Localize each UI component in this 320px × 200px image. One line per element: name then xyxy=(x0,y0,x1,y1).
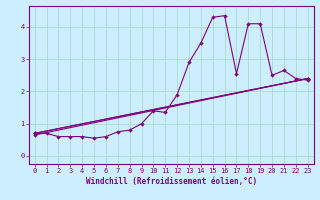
X-axis label: Windchill (Refroidissement éolien,°C): Windchill (Refroidissement éolien,°C) xyxy=(86,177,257,186)
